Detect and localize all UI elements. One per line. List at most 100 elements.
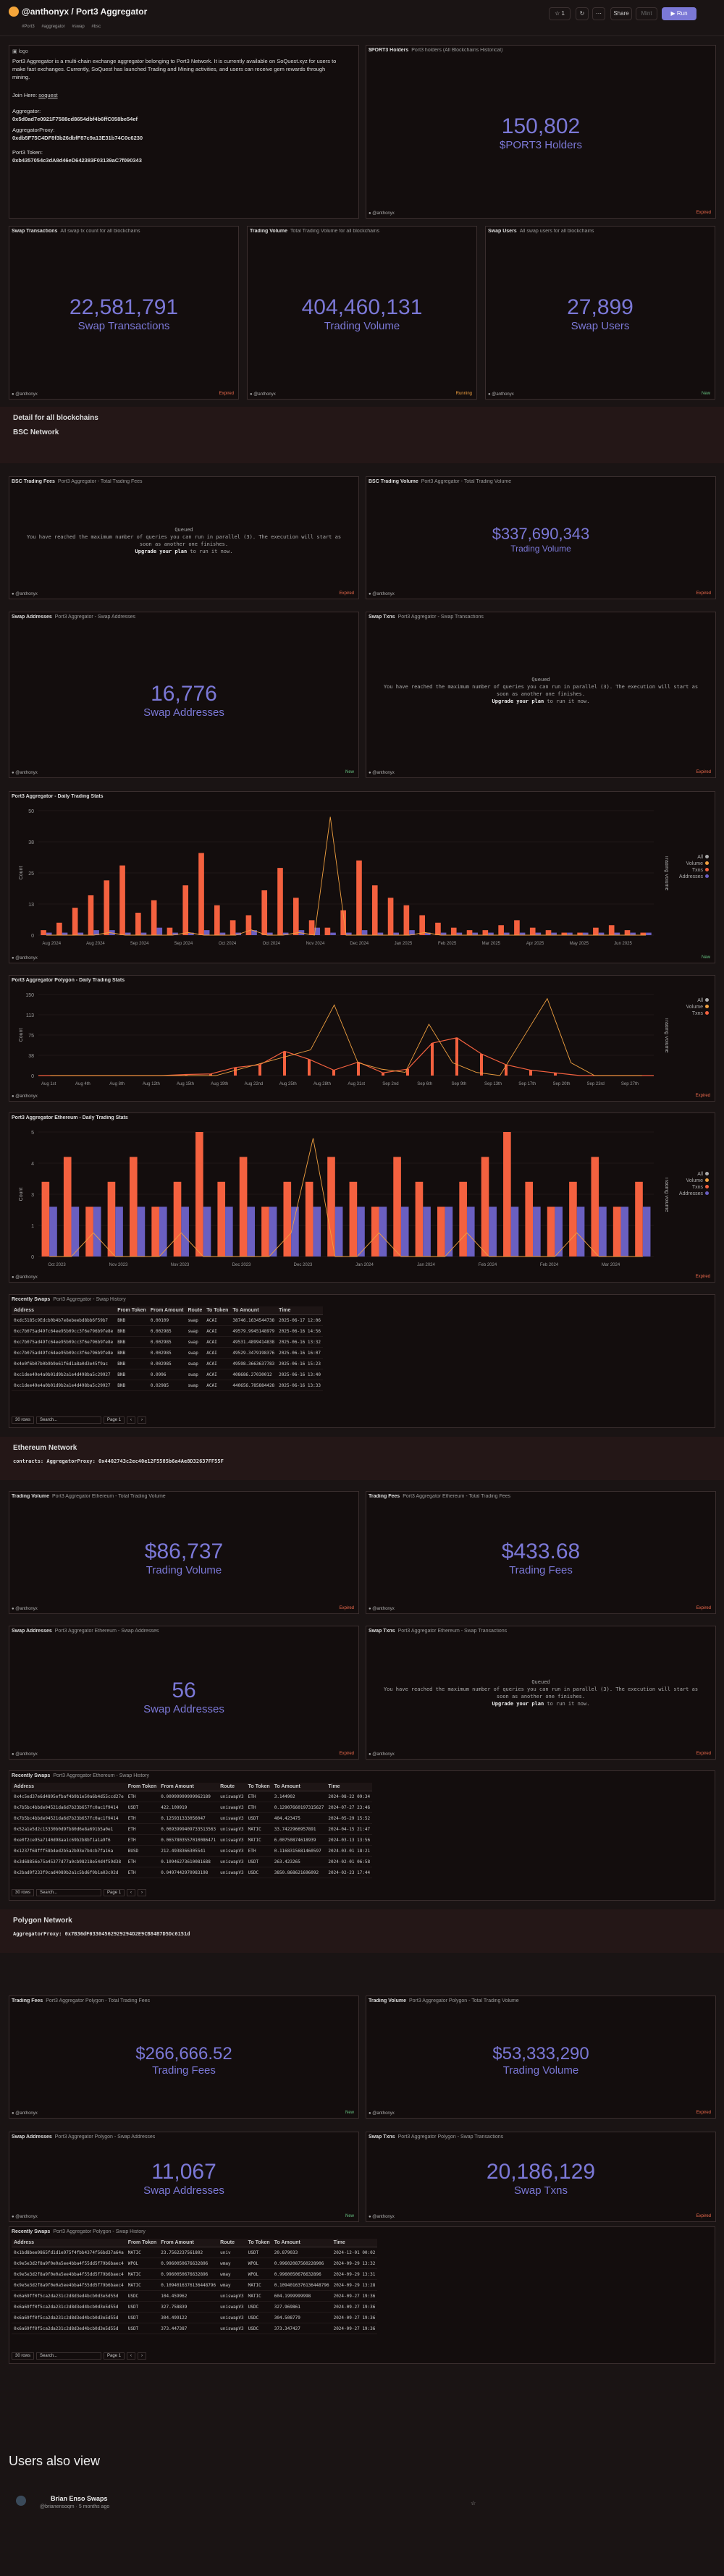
table-cell: 2025-06-16 15:23: [277, 1358, 323, 1369]
table-row[interactable]: 0x1237f68fff58b4ed2b5a2b93e7b4cb7fa16a BU…: [12, 1845, 373, 1857]
table-row[interactable]: 0xe0f2ce95a7140d98aa1c69b2b8bf1a1a9f6 ETH…: [12, 1834, 373, 1846]
table-row[interactable]: 0x7b5bc4bbde94521da6d7b23b657fc0ac1f9414…: [12, 1802, 373, 1813]
x-tick-label: Feb 2025: [438, 942, 457, 946]
mint-button[interactable]: Mint: [636, 7, 657, 20]
x-tick-label: Oct 2023: [48, 1263, 66, 1267]
bsc-fees-panel[interactable]: BSC Trading Fees Port3 Aggregator - Total…: [9, 476, 359, 599]
table-row[interactable]: 0x3d68856e75a45377d77a0cb98218e54d4f59d3…: [12, 1856, 373, 1867]
bsc-volume-panel[interactable]: BSC Trading Volume Port3 Aggregator - Tot…: [366, 476, 716, 599]
refresh-button[interactable]: ↻: [576, 7, 589, 20]
recent-swaps-bsc-panel[interactable]: Recently Swaps Port3 Aggregator - Swap Hi…: [9, 1294, 715, 1428]
next-page-icon[interactable]: ›: [138, 1416, 147, 1424]
tag[interactable]: #aggregator: [41, 25, 65, 29]
run-button[interactable]: ▶ Run: [662, 7, 696, 20]
upgrade-link[interactable]: Upgrade your plan: [135, 549, 188, 554]
column-header[interactable]: To Amount: [230, 1306, 277, 1315]
table-row[interactable]: 0xc1dee49e4a0b01d9b2a1e4d498ba5c29927 BNB…: [12, 1380, 323, 1391]
eth-volume-panel[interactable]: Trading Volume Port3 Aggregator Ethereum …: [9, 1491, 359, 1614]
poly-fees-panel[interactable]: Trading Fees Port3 Aggregator Polygon - T…: [9, 1996, 359, 2119]
recent-swaps-poly-panel[interactable]: Recently Swaps Port3 Aggregator Polygon -…: [9, 2226, 715, 2364]
panel-author[interactable]: ● @anthonyx: [369, 211, 395, 216]
column-header[interactable]: Route: [185, 1306, 205, 1315]
more-button[interactable]: ⋯: [592, 7, 605, 20]
prev-page-icon[interactable]: ‹: [127, 1416, 136, 1424]
table-row[interactable]: 0xc7b075ad49fc64ee95b09cc3f6e796b9fe8e BN…: [12, 1336, 323, 1348]
table-row[interactable]: 0x9e5e3d2f8a9f0e0a5ee4bba4f55dd5f79b6bae…: [12, 2279, 378, 2291]
y-tick-label: 75: [28, 1034, 34, 1039]
table-row[interactable]: 0xdc5185c9Edcb0b4b7e8ebeebd8bb6f59b7 BNB 0…: [12, 1314, 323, 1326]
table-row[interactable]: 0xc7b075ad49fc64ee95b09cc3f6e796b9fe8e BN…: [12, 1325, 323, 1337]
eth-fees-panel[interactable]: Trading Fees Port3 Aggregator Ethereum - …: [366, 1491, 716, 1614]
tag[interactable]: #Port3: [22, 25, 35, 29]
eth-txns-panel[interactable]: Swap Txns Port3 Aggregator Ethereum - Swa…: [366, 1626, 716, 1760]
table-row[interactable]: 0x52a1e5d2c15330b0d9fb80d6e8a691b5a0e1 ET…: [12, 1823, 373, 1835]
table-row[interactable]: 0x9e5e3d2f8a9f0e0a5ee4bba4f55dd5f79b6bae…: [12, 2258, 378, 2269]
ethereum-daily-chart-panel[interactable]: Port3 Aggregator Ethereum - Daily Tradin…: [9, 1112, 715, 1283]
star-icon[interactable]: ☆: [471, 2500, 476, 2507]
txns-bar: [167, 927, 173, 935]
bsc-txns-panel[interactable]: Swap Txns Port3 Aggregator - Swap Transac…: [366, 612, 716, 778]
column-header[interactable]: Time: [277, 1306, 323, 1315]
bsc-addresses-panel[interactable]: Swap Addresses Port3 Aggregator - Swap Ad…: [9, 612, 359, 778]
column-header[interactable]: Time: [331, 2239, 378, 2247]
polygon-daily-chart-panel[interactable]: Port3 Aggregator Polygon - Daily Trading…: [9, 975, 715, 1102]
join-link[interactable]: soquest: [38, 92, 58, 98]
table-cell: 0x1237f68fff58b4ed2b5a2b93e7b4cb7fa16a: [12, 1845, 126, 1857]
table-row[interactable]: 0xc1dee49e4a0b01d9b2a1e4d498ba5c29927 BNB…: [12, 1369, 323, 1380]
swap-history-table: Address From Token From Amount Route To Toke…: [12, 1306, 323, 1391]
tag[interactable]: #swap: [72, 25, 85, 29]
eth-addresses-panel[interactable]: Swap Addresses Port3 Aggregator Ethereum …: [9, 1626, 359, 1760]
share-button[interactable]: Share: [610, 7, 632, 20]
table-cell: swap: [185, 1325, 205, 1337]
column-header[interactable]: From Token: [125, 2239, 159, 2247]
tag[interactable]: #bsc: [91, 25, 101, 29]
table-row[interactable]: 0x6a69ff0f5ca2da231c2d8d3ed4bcb0d3e5d55d…: [12, 2290, 378, 2302]
column-header[interactable]: From Amount: [159, 2239, 219, 2247]
column-header[interactable]: Address: [12, 2239, 126, 2247]
poly-volume-panel[interactable]: Trading Volume Port3 Aggregator Polygon -…: [366, 1996, 716, 2119]
column-header[interactable]: To Amount: [272, 2239, 332, 2247]
poly-txns-panel[interactable]: Swap Txns Port3 Aggregator Polygon - Swap…: [366, 2132, 716, 2222]
column-header[interactable]: Address: [12, 1306, 116, 1315]
column-header[interactable]: To Token: [245, 1783, 272, 1791]
table-cell: BNB: [115, 1369, 148, 1380]
table-cell: 0.02985: [148, 1380, 186, 1391]
column-header[interactable]: Route: [218, 1783, 246, 1791]
table-row[interactable]: 0x4e0f6b07b0b9b9e61f6d1a8a0d3e45f9ac BNB 0…: [12, 1358, 323, 1369]
column-header[interactable]: From Token: [115, 1306, 148, 1315]
column-header[interactable]: To Token: [245, 2239, 272, 2247]
trading-volume-panel[interactable]: Trading Volume Total Trading Volume for a…: [247, 226, 477, 400]
column-header[interactable]: To Amount: [272, 1783, 327, 1791]
column-header[interactable]: From Amount: [148, 1306, 186, 1315]
table-row[interactable]: 0x4c5ed37e6d4895efbaf4b9b1e50a6b4d55ccd2…: [12, 1791, 373, 1802]
table-row[interactable]: 0xc7b075ad49fc64ee95b09cc3f6e796b9fe8e BN…: [12, 1347, 323, 1359]
table-search-input[interactable]: Search...: [36, 2352, 102, 2360]
table-row[interactable]: 0x1bd8bee9865fd1d1e975f4fbb4374f56bd37a6…: [12, 2247, 378, 2258]
star-button[interactable]: ☆ 1: [549, 7, 571, 20]
poly-addresses-panel[interactable]: Swap Addresses Port3 Aggregator Polygon -…: [9, 2132, 359, 2222]
column-header[interactable]: Address: [12, 1783, 126, 1791]
column-header[interactable]: Route: [218, 2239, 246, 2247]
table-row[interactable]: 0x6a69ff0f5ca2da231c2d8d3ed4bcb0d3e5d55d…: [12, 2323, 378, 2334]
table-search-input[interactable]: Search...: [36, 1416, 102, 1424]
table-row[interactable]: 0x6a69ff0f5ca2da231c2d8d3ed4bcb0d3e5d55d…: [12, 2312, 378, 2323]
column-header[interactable]: From Amount: [159, 1783, 219, 1791]
swap-users-panel[interactable]: Swap Users All swap users for all blockch…: [485, 226, 715, 400]
table-cell: 604.1999999998: [272, 2290, 332, 2302]
column-header[interactable]: Time: [326, 1783, 373, 1791]
also-view-item-title[interactable]: Brian Enso Swaps: [51, 2495, 108, 2502]
table-row[interactable]: 0x7b5bc4bbde94521da6d7b23b657fc0ac1f9414…: [12, 1812, 373, 1824]
holders-panel[interactable]: $PORT3 Holders Port3 holders (All Blockch…: [366, 45, 716, 219]
column-header[interactable]: To Token: [204, 1306, 231, 1315]
swap-tx-panel[interactable]: Swap Transactions All swap tx count for a…: [9, 226, 239, 400]
column-header[interactable]: From Token: [125, 1783, 159, 1791]
table-cell: 0x2bad0f233f9cad4089b2a1c5bd6f9b1a03c02d: [12, 1867, 126, 1878]
table-row[interactable]: 0x2bad0f233f9cad4089b2a1c5bd6f9b1a03c02d…: [12, 1867, 373, 1878]
table-row[interactable]: 0x6a69ff0f5ca2da231c2d8d3ed4bcb0d3e5d55d…: [12, 2301, 378, 2313]
table-search-input[interactable]: Search...: [36, 1889, 102, 1896]
table-row[interactable]: 0x9e5e3d2f8a9f0e0a5ee4bba4f55dd5f79b6bae…: [12, 2268, 378, 2280]
table-cell: MATIC: [125, 2268, 159, 2280]
recent-swaps-eth-panel[interactable]: Recently Swaps Port3 Aggregator Ethereum …: [9, 1770, 715, 1901]
x-tick-label: Oct 2024: [263, 942, 281, 946]
daily-stats-chart-panel[interactable]: Port3 Aggregator - Daily Trading Stats 0…: [9, 791, 715, 963]
